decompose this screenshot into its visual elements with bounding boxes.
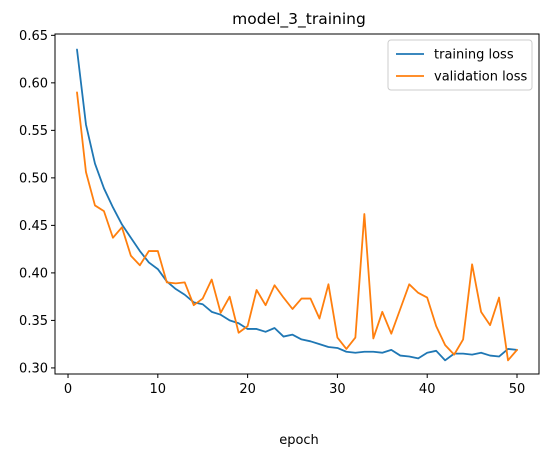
legend: training loss validation loss	[387, 39, 533, 91]
x-tick-label: 50	[509, 382, 526, 397]
y-tick-label: 0.40	[19, 266, 48, 281]
axes-frame	[54, 33, 540, 375]
y-tick-label: 0.30	[19, 361, 48, 376]
x-tick-label: 40	[419, 382, 436, 397]
legend-box	[387, 39, 533, 91]
y-tick-label: 0.45	[19, 219, 48, 234]
x-tick-label: 20	[239, 382, 256, 397]
plot-area: 0 10 20 30 40 50 0.30 0.35 0.40 0.45 0.50 0.55 0.60 0…	[19, 29, 540, 397]
x-tick-label: 10	[150, 382, 167, 397]
y-tick-label: 0.60	[19, 76, 48, 91]
legend-label: validation loss	[434, 70, 527, 85]
series-line-training-loss	[76, 48, 518, 362]
y-tick-label: 0.50	[19, 171, 48, 186]
x-tick-label: 30	[329, 382, 346, 397]
x-axis-label: epoch	[279, 433, 319, 448]
legend-label: training loss	[434, 48, 514, 63]
y-tick-label: 0.55	[19, 124, 48, 139]
series-line-validation-loss	[76, 91, 518, 362]
y-tick-label: 0.35	[19, 314, 48, 329]
chart-title: model_3_training	[232, 10, 366, 29]
x-tick-label: 0	[64, 382, 72, 397]
y-tick-label: 0.65	[19, 29, 48, 44]
